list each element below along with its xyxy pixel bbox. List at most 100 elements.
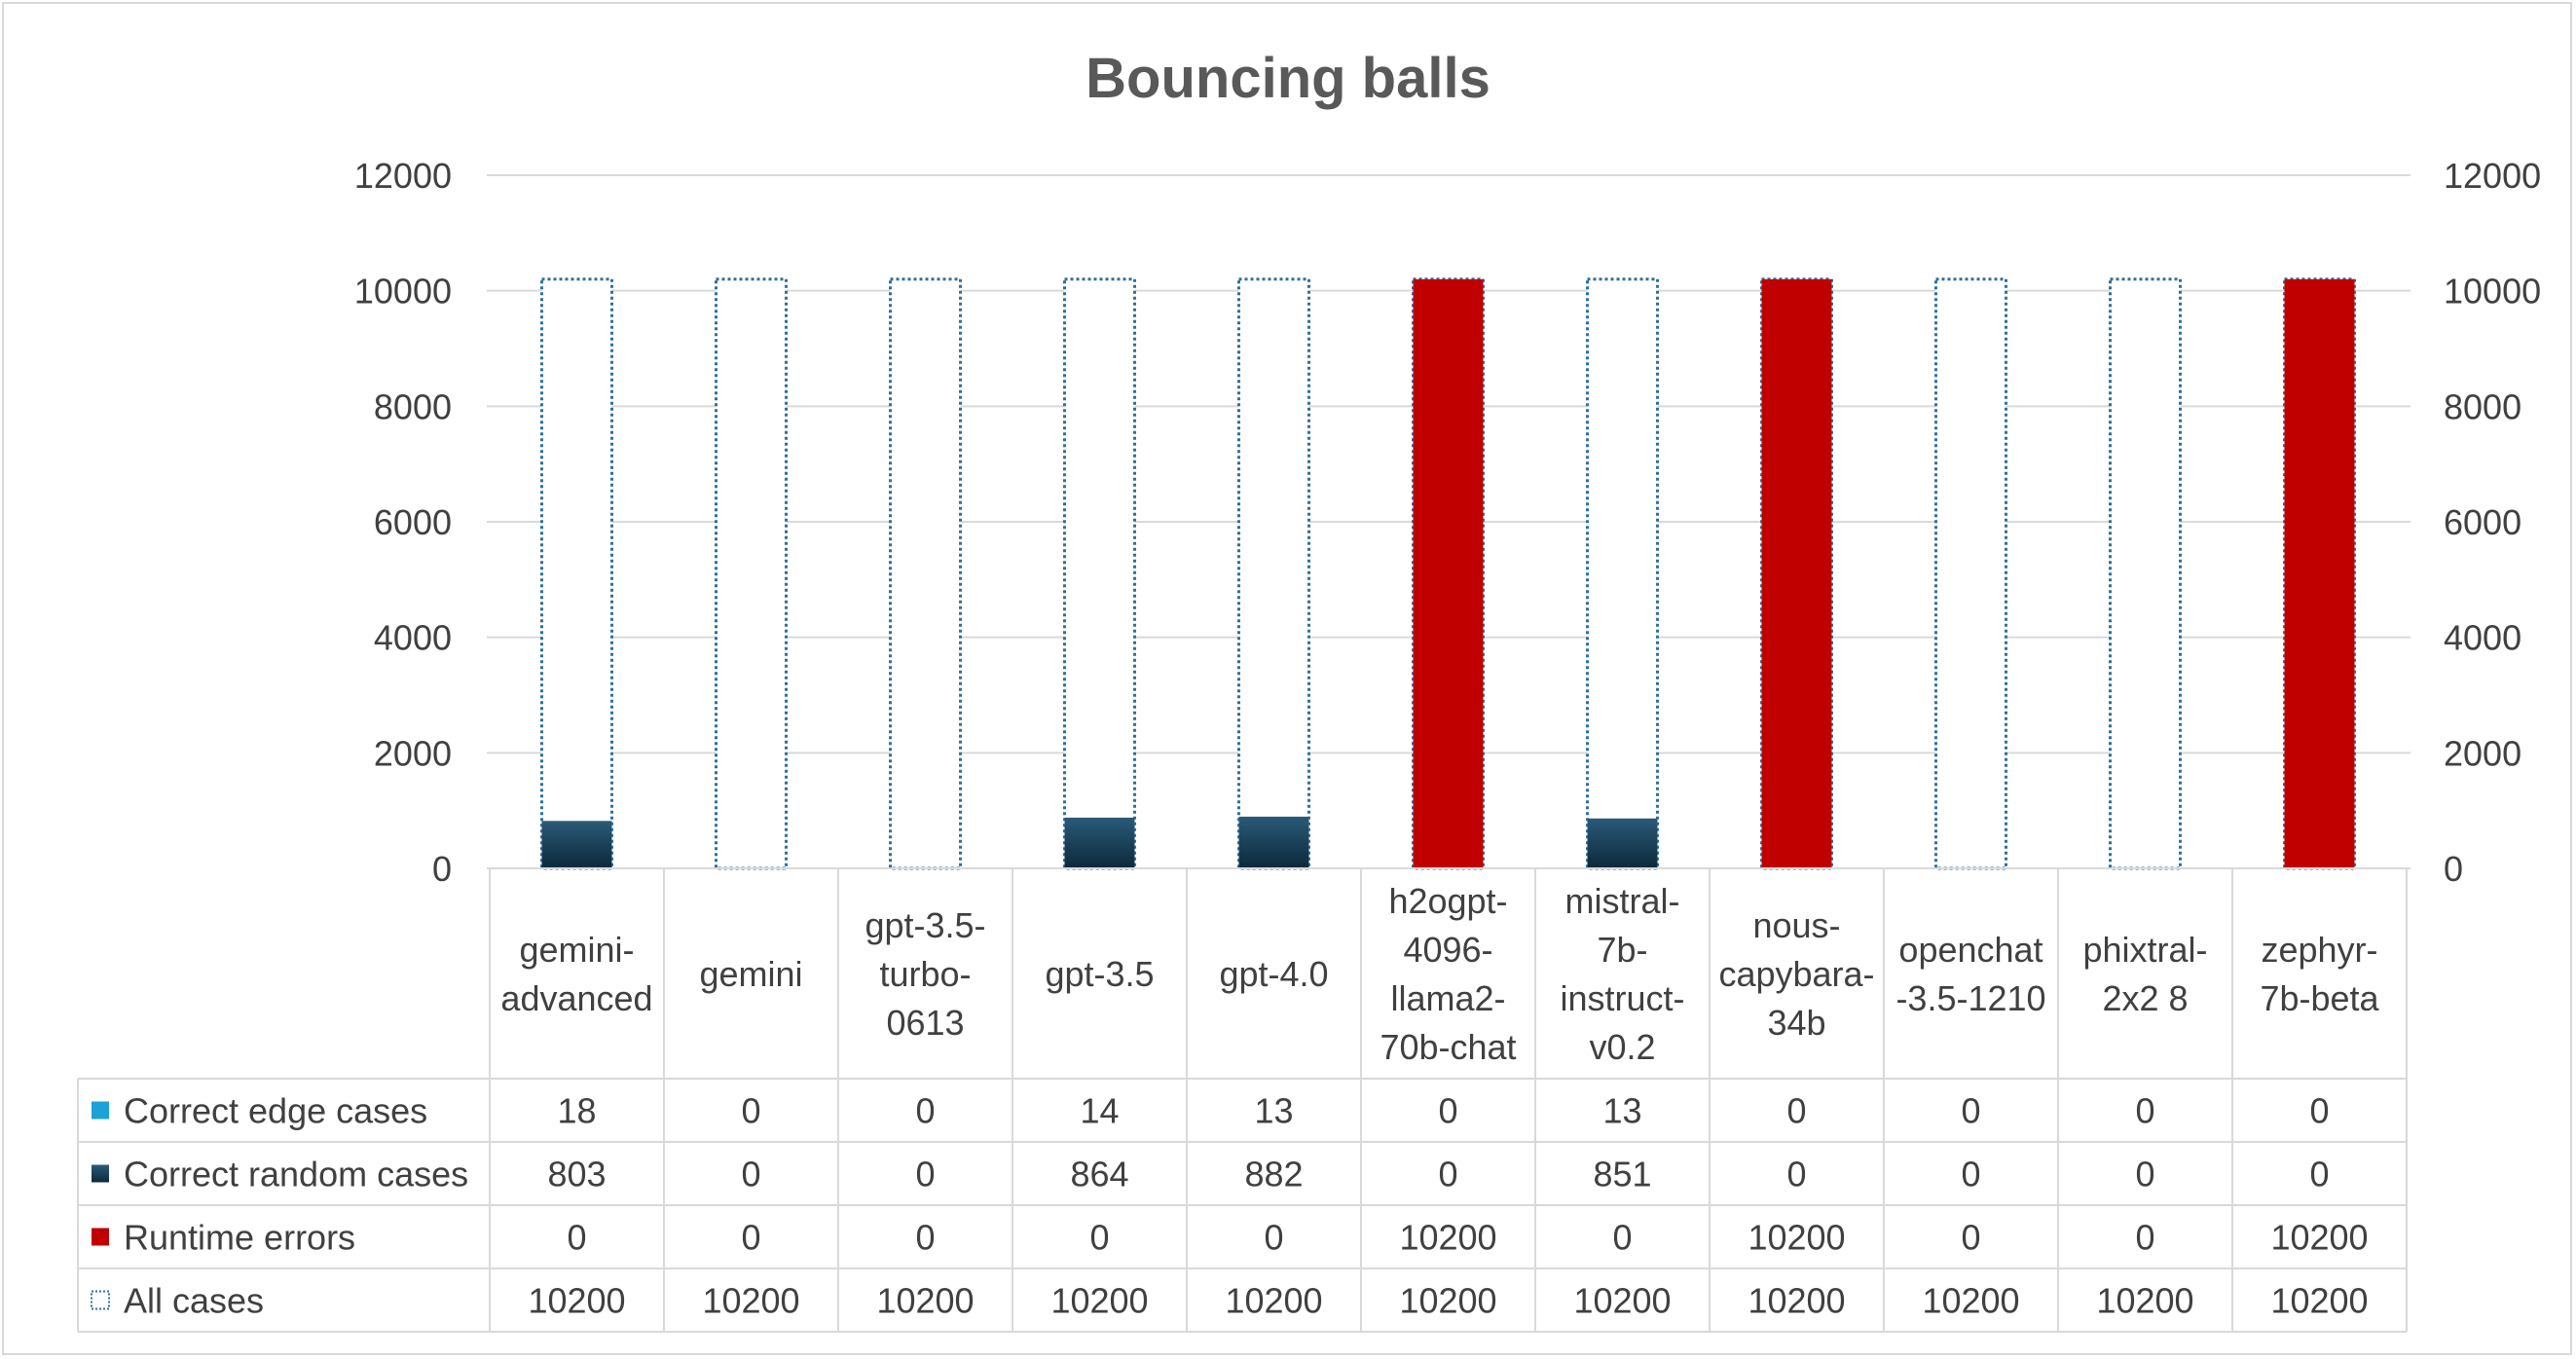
data-table: gemini-advanced gemini gpt-3.5- turbo- 0613 g… xyxy=(77,867,2408,1333)
bar-correct-random xyxy=(1587,818,1658,868)
bars xyxy=(540,277,2356,870)
table-value: 0 xyxy=(741,1091,760,1131)
category-label: v0.2 xyxy=(1589,1027,1655,1067)
table-value: 864 xyxy=(1070,1155,1128,1194)
bar-correct-random xyxy=(541,821,612,867)
category-label: openchat xyxy=(1898,930,2042,970)
y-tick-label-left: 10000 xyxy=(354,272,452,312)
category-label: 2x2 8 xyxy=(2102,978,2188,1018)
table-value: 882 xyxy=(1244,1155,1303,1194)
bar-runtime-errors xyxy=(2284,278,2355,868)
table-value: 0 xyxy=(1786,1091,1806,1131)
table-value: 14 xyxy=(1080,1091,1119,1131)
table-value: 0 xyxy=(1961,1218,1980,1258)
table-value: 0 xyxy=(915,1091,935,1131)
table-value: 0 xyxy=(2135,1155,2154,1194)
category-label: turbo- xyxy=(879,954,971,994)
table-value: 0 xyxy=(2309,1091,2329,1131)
bar-runtime-errors xyxy=(1761,278,1832,868)
y-tick-label-right: 4000 xyxy=(2444,618,2521,658)
table-value: 13 xyxy=(1254,1091,1293,1131)
y-tick-label-right: 8000 xyxy=(2444,386,2521,426)
category-label: llama2- xyxy=(1390,978,1505,1018)
bar-all-cases xyxy=(1586,277,1659,870)
y-tick-label-right: 2000 xyxy=(2444,733,2521,773)
table-value: 0 xyxy=(1264,1218,1283,1258)
table-value: 18 xyxy=(557,1091,596,1131)
category-label: 4096- xyxy=(1403,930,1492,970)
table-value: 10200 xyxy=(876,1281,974,1321)
table-value: 10200 xyxy=(1399,1218,1496,1258)
bar-correct-random xyxy=(1064,817,1135,868)
table-value: 0 xyxy=(1612,1218,1632,1258)
table-value: 0 xyxy=(915,1218,935,1258)
bar-all-cases xyxy=(1063,277,1136,870)
category-label: nous- xyxy=(1752,905,1840,945)
table-value: 10200 xyxy=(1399,1281,1496,1321)
y-tick-label-left: 4000 xyxy=(374,618,452,658)
category-label: 0613 xyxy=(886,1003,964,1043)
bar-correct-random xyxy=(1238,816,1309,868)
y-tick-label-left: 0 xyxy=(432,849,452,889)
legend-label: Correct edge cases xyxy=(124,1091,427,1131)
legend-key xyxy=(92,1228,109,1246)
table-value: 0 xyxy=(1961,1091,1980,1131)
table-value: 10200 xyxy=(2270,1281,2368,1321)
table-value: 0 xyxy=(1089,1218,1109,1258)
category-label: gpt-4.0 xyxy=(1219,954,1328,994)
bar-all-cases xyxy=(889,277,962,870)
category-label: gemini- xyxy=(519,930,634,970)
category-label: gpt-3.5 xyxy=(1045,954,1154,994)
category-label: 7b-beta xyxy=(2260,978,2379,1018)
category-label: advanced xyxy=(500,978,652,1018)
table-value: 0 xyxy=(567,1218,586,1258)
table-value: 10200 xyxy=(1922,1281,2019,1321)
table-value: 0 xyxy=(2309,1155,2329,1194)
category-label: 70b-chat xyxy=(1380,1027,1516,1067)
table-value: 0 xyxy=(741,1155,760,1194)
legend-key xyxy=(92,1164,109,1183)
bar-all-cases xyxy=(1237,277,1310,870)
table-value: 10200 xyxy=(528,1281,625,1321)
category-label: gemini xyxy=(699,954,802,994)
legend-label: All cases xyxy=(124,1281,264,1321)
table-value: 10200 xyxy=(2096,1281,2193,1321)
legend-label: Correct random cases xyxy=(124,1155,468,1194)
table-value: 10200 xyxy=(2270,1218,2368,1258)
table-value: 0 xyxy=(2135,1218,2154,1258)
y-tick-label-right: 0 xyxy=(2444,849,2463,889)
legend-key xyxy=(92,1101,109,1120)
category-label: h2ogpt- xyxy=(1388,881,1507,921)
table-value: 10200 xyxy=(1748,1281,1845,1321)
y-tick-label-left: 8000 xyxy=(374,386,452,426)
y-axis-left: 0 2000 4000 6000 8000 10000 12000 xyxy=(354,156,452,889)
table-value: 851 xyxy=(1593,1155,1651,1194)
y-tick-label-left: 6000 xyxy=(374,502,452,542)
y-tick-label-left: 12000 xyxy=(354,156,452,196)
y-tick-label-right: 10000 xyxy=(2444,272,2541,312)
category-label: instruct- xyxy=(1560,978,1684,1018)
table-value: 10200 xyxy=(1748,1218,1845,1258)
table-value: 0 xyxy=(1438,1155,1457,1194)
bar-all-cases xyxy=(2109,277,2182,870)
table-value: 803 xyxy=(547,1155,606,1194)
table-value: 0 xyxy=(741,1218,760,1258)
bar-all-cases xyxy=(1934,277,2007,870)
category-label: -3.5-1210 xyxy=(1895,978,2045,1018)
table-value: 0 xyxy=(1786,1155,1806,1194)
category-label: 34b xyxy=(1767,1003,1825,1043)
y-tick-label-left: 2000 xyxy=(374,733,452,773)
category-label: capybara- xyxy=(1718,954,1874,994)
chart-title: Bouncing balls xyxy=(1086,47,1490,110)
table-value: 10200 xyxy=(1050,1281,1148,1321)
legend-label: Runtime errors xyxy=(124,1218,355,1258)
table-value: 0 xyxy=(1961,1155,1980,1194)
category-label: phixtral- xyxy=(2082,930,2207,970)
table-value: 0 xyxy=(1438,1091,1457,1131)
category-label: zephyr- xyxy=(2261,930,2377,970)
table-value: 10200 xyxy=(1573,1281,1671,1321)
bar-all-cases xyxy=(540,277,613,870)
table-value: 13 xyxy=(1602,1091,1641,1131)
